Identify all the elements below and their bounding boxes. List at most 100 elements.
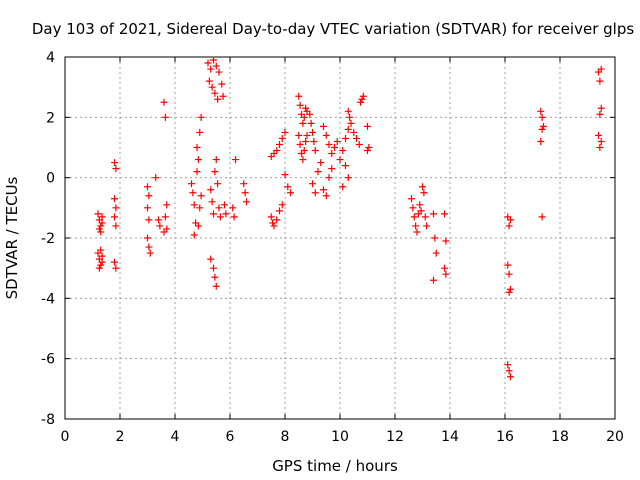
data-point: [505, 288, 513, 296]
data-point: [296, 101, 304, 109]
data-point: [320, 186, 327, 194]
data-point: [505, 222, 513, 230]
data-point: [331, 144, 338, 151]
data-point: [243, 198, 250, 206]
data-point: [350, 128, 358, 136]
data-point: [596, 110, 604, 118]
data-point: [276, 207, 283, 215]
data-point: [442, 237, 450, 245]
data-point: [358, 95, 366, 103]
data-point: [430, 276, 437, 284]
data-point: [215, 68, 223, 76]
data-point: [155, 216, 162, 224]
y-axis-label: SDTVAR / TECUs: [3, 176, 21, 299]
data-point: [300, 147, 308, 155]
x-tick-label: 6: [226, 429, 235, 445]
data-point: [197, 192, 205, 200]
data-point: [597, 137, 605, 145]
y-tick-label: -4: [41, 291, 55, 307]
data-point: [364, 147, 371, 155]
data-point: [161, 213, 169, 221]
data-point: [204, 59, 212, 67]
data-point: [364, 122, 371, 130]
data-point: [211, 273, 219, 281]
data-point: [98, 252, 106, 260]
data-point: [537, 137, 545, 145]
data-point: [311, 189, 319, 197]
data-point: [596, 144, 604, 151]
data-point: [95, 264, 103, 272]
data-point: [278, 134, 286, 142]
y-tick-label: -8: [41, 412, 55, 428]
data-point: [299, 156, 307, 164]
data-point: [365, 144, 373, 151]
data-point: [307, 119, 315, 127]
data-point: [229, 204, 237, 212]
data-point: [432, 249, 440, 257]
data-point: [310, 137, 318, 145]
data-point: [328, 150, 336, 158]
data-point: [284, 183, 292, 191]
x-tick-label: 16: [496, 429, 514, 445]
data-point: [419, 183, 426, 191]
data-point: [214, 180, 222, 188]
x-axis-label: GPS time / hours: [272, 457, 398, 475]
data-point: [336, 156, 344, 164]
data-point: [146, 249, 154, 257]
data-point: [431, 234, 439, 242]
data-point: [270, 222, 278, 230]
data-point: [273, 147, 281, 155]
data-point: [97, 228, 105, 236]
data-point: [344, 107, 352, 115]
data-point: [359, 92, 367, 100]
data-point: [111, 195, 118, 203]
data-point: [325, 140, 333, 148]
data-point: [281, 171, 289, 179]
data-point: [98, 213, 106, 221]
data-point: [211, 168, 219, 176]
data-point: [537, 107, 545, 115]
data-point: [412, 222, 420, 230]
data-point: [194, 156, 202, 164]
x-tick-label: 4: [171, 429, 180, 445]
data-point: [112, 222, 120, 230]
data-point: [342, 134, 349, 142]
data-point: [144, 204, 151, 212]
data-point: [320, 122, 327, 130]
data-point: [211, 89, 219, 97]
data-point: [111, 159, 118, 167]
data-point: [441, 264, 448, 272]
data-point: [410, 213, 418, 221]
chart-title: Day 103 of 2021, Sidereal Day-to-day VTE…: [32, 20, 635, 38]
x-tick-label: 0: [61, 429, 70, 445]
data-point: [423, 222, 431, 230]
data-point: [190, 201, 198, 209]
data-point: [230, 213, 238, 221]
data-point: [267, 213, 275, 221]
data-point: [504, 261, 512, 269]
data-point: [112, 264, 120, 272]
data-point: [145, 243, 153, 251]
data-point: [302, 104, 310, 112]
data-point: [214, 95, 222, 103]
y-tick-label: 0: [46, 171, 55, 187]
data-point: [597, 65, 605, 73]
y-tick-label: 4: [46, 50, 55, 66]
data-point: [232, 156, 239, 164]
data-point: [595, 131, 602, 139]
data-point: [193, 168, 201, 176]
data-point: [145, 216, 153, 224]
data-point: [344, 174, 352, 182]
data-point: [322, 192, 330, 200]
data-point: [347, 119, 355, 127]
x-tick-label: 14: [441, 429, 459, 445]
data-point: [205, 77, 213, 85]
data-point: [98, 219, 106, 227]
data-point: [163, 201, 171, 209]
data-point: [207, 255, 215, 263]
data-point: [504, 361, 512, 369]
data-point: [212, 62, 220, 70]
data-point: [197, 113, 205, 121]
data-point: [97, 261, 105, 269]
data-point: [281, 128, 289, 136]
